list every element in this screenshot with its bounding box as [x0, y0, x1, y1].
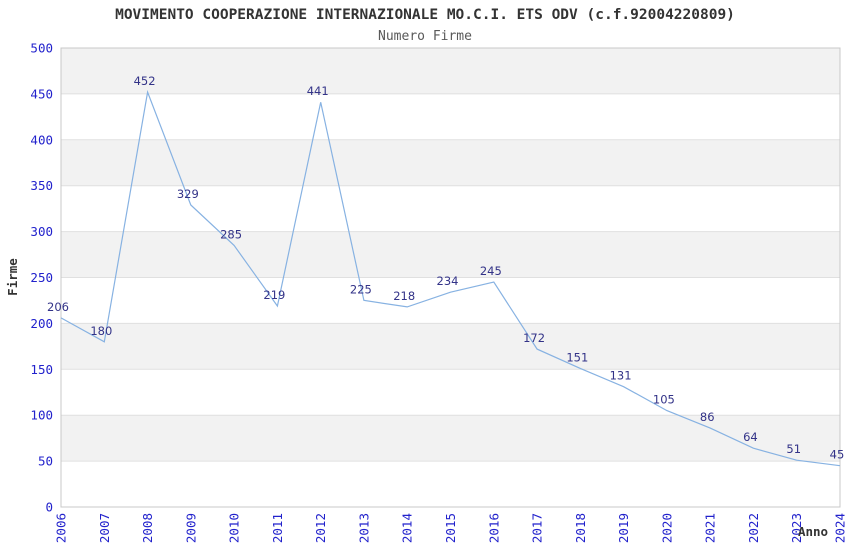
y-tick-label: 100: [30, 408, 53, 423]
y-tick-label: 50: [38, 454, 53, 469]
data-label: 51: [786, 442, 801, 456]
x-tick-label: 2016: [486, 513, 501, 543]
chart-subtitle: Numero Firme: [378, 29, 472, 44]
data-label: 151: [566, 350, 588, 364]
x-tick-label: 2024: [833, 513, 848, 543]
y-tick-label: 150: [30, 362, 53, 377]
x-tick-label: 2010: [227, 513, 242, 543]
data-label: 180: [90, 324, 112, 338]
x-tick-label: 2011: [270, 513, 285, 543]
y-tick-label: 300: [30, 224, 53, 239]
data-label: 234: [437, 274, 459, 288]
data-label: 86: [700, 410, 715, 424]
plot-band: [61, 415, 840, 462]
data-label: 225: [350, 282, 372, 296]
data-label: 285: [220, 227, 242, 241]
data-label: 329: [177, 187, 199, 201]
x-tick-label: 2020: [659, 513, 674, 543]
x-tick-label: 2012: [313, 513, 328, 543]
y-tick-label: 450: [30, 86, 53, 101]
data-labels: 206 180 452 329 285 219 441 225 218 234 245 172 151 1…: [47, 74, 844, 462]
x-tick-label: 2007: [97, 513, 112, 543]
y-tick-label: 0: [45, 500, 53, 515]
data-label: 105: [653, 393, 675, 407]
x-tick-label: 2009: [183, 513, 198, 543]
data-label: 452: [134, 74, 156, 88]
data-label: 245: [480, 264, 502, 278]
plot-band: [61, 48, 840, 94]
y-axis-title: Firme: [5, 258, 20, 296]
plot-band: [61, 139, 840, 186]
data-label: 45: [830, 448, 845, 462]
x-tick-label: 2019: [616, 513, 631, 543]
y-tick-label: 200: [30, 316, 53, 331]
x-tick-label: 2014: [400, 513, 415, 543]
y-tick-label: 500: [30, 41, 53, 56]
y-tick-label: 250: [30, 270, 53, 285]
plot-band: [61, 323, 840, 370]
data-label: 131: [610, 369, 632, 383]
x-tick-label: 2017: [530, 513, 545, 543]
x-axis-tick-labels: 2006 2007 2008 2009 2010 2011 2012 2013 2014 2015…: [54, 513, 848, 543]
data-label: 206: [47, 300, 69, 314]
chart-title: MOVIMENTO COOPERAZIONE INTERNAZIONALE MO…: [115, 7, 735, 23]
y-axis-tick-labels: 0 50 100 150 200 250 300 350 400 450 500: [30, 41, 53, 515]
data-label: 219: [263, 288, 285, 302]
data-series: [60, 89, 841, 467]
x-tick-label: 2013: [356, 513, 371, 543]
x-tick-label: 2008: [140, 513, 155, 543]
x-axis-title: Anno: [798, 524, 828, 539]
y-tick-label: 400: [30, 132, 53, 147]
plot-band: [61, 231, 840, 278]
x-tick-label: 2018: [573, 513, 588, 543]
y-tick-label: 350: [30, 178, 53, 193]
x-tick-label: 2021: [703, 513, 718, 543]
data-label: 441: [307, 84, 329, 98]
data-label: 172: [523, 331, 545, 345]
data-label: 218: [393, 289, 415, 303]
plot-border: [60, 47, 841, 508]
x-tick-label: 2022: [746, 513, 761, 543]
x-tick-label: 2006: [54, 513, 69, 543]
data-line: [60, 89, 841, 467]
x-tick-label: 2015: [443, 513, 458, 543]
data-label: 64: [743, 430, 758, 444]
plot-bands: [61, 48, 840, 462]
x-tick-label: 2023: [789, 513, 804, 543]
